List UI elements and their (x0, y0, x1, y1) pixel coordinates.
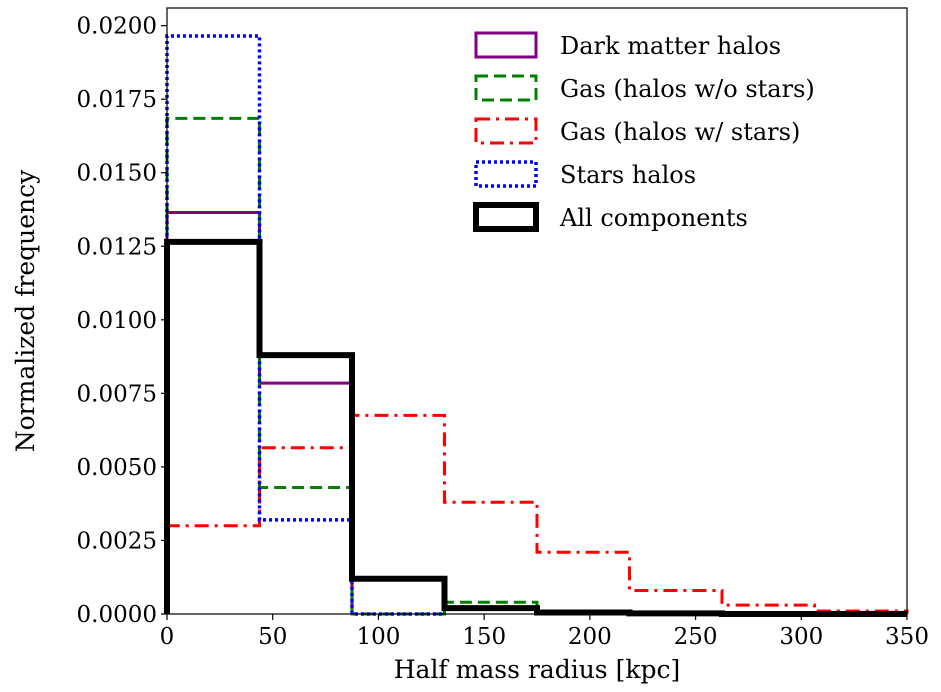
histogram-series-4-outline (165, 34, 445, 616)
legend-swatch (474, 117, 538, 145)
x-tick-label: 50 (258, 624, 287, 650)
y-axis-label: Normalized frequency (11, 169, 40, 452)
histogram-series-3-outline (165, 413, 909, 614)
plot-area-frame (166, 7, 908, 615)
y-tick-label: 0.0025 (77, 528, 157, 554)
y-tick-label: 0.0125 (77, 234, 157, 260)
y-axis-ticks: 0.0000 0.0025 0.0050 0.0075 0.0100 0.0125 0.01… (77, 14, 167, 628)
legend-swatch (473, 202, 539, 232)
y-tick-label: 0.0200 (77, 14, 157, 40)
legend-swatch (474, 31, 538, 59)
legend: Dark matter halos Gas (halos w/o stars) Ga… (473, 31, 815, 232)
x-tick-label: 0 (160, 624, 175, 650)
x-tick-label: 200 (568, 624, 612, 650)
y-tick-label: 0.0050 (77, 455, 157, 481)
legend-swatch (474, 160, 538, 188)
x-tick-label: 350 (885, 624, 929, 650)
y-tick-label: 0.0075 (77, 381, 157, 407)
legend-label: Gas (halos w/o stars) (560, 75, 815, 103)
x-axis-ticks: 0 50 100 150 200 250 300 350 (160, 614, 929, 650)
histogram-series-5-outline (164, 238, 907, 617)
histogram-series-2-outline (165, 116, 539, 616)
legend-label: All components (559, 204, 748, 232)
x-tick-label: 150 (462, 624, 506, 650)
y-tick-label: 0.0100 (77, 308, 157, 334)
y-tick-label: 0.0150 (77, 161, 157, 187)
x-tick-label: 250 (674, 624, 718, 650)
legend-label: Dark matter halos (560, 32, 781, 60)
x-tick-label: 300 (779, 624, 823, 650)
x-tick-label: 100 (356, 624, 400, 650)
y-tick-label: 0.0000 (77, 602, 157, 628)
x-axis-label: Half mass radius [kpc] (394, 655, 681, 684)
legend-label: Gas (halos w/ stars) (560, 118, 800, 146)
legend-label: Stars halos (560, 161, 696, 189)
y-tick-label: 0.0175 (77, 87, 157, 113)
legend-swatch (474, 74, 538, 102)
